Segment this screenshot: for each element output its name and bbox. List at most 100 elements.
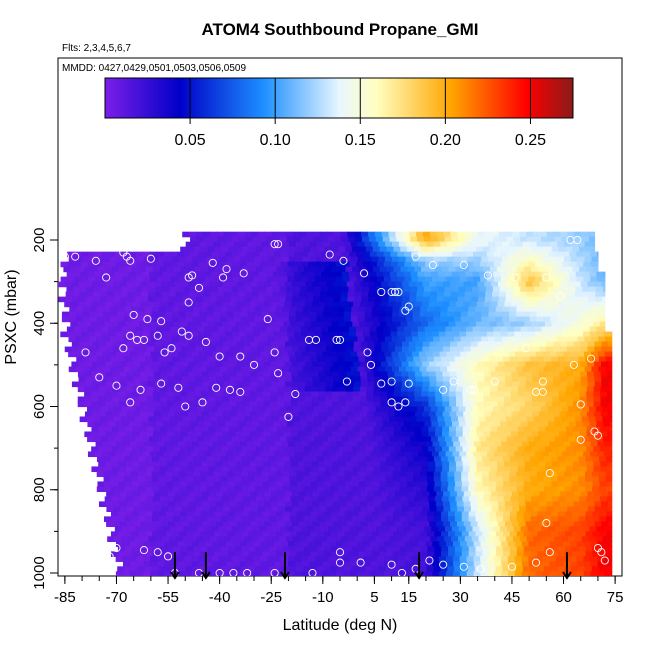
curtain-cell (468, 486, 476, 493)
curtain-cell (379, 321, 388, 328)
curtain-cell (482, 531, 490, 537)
curtain-cell (492, 416, 500, 423)
curtain-cell (376, 261, 385, 268)
curtain-cell (435, 461, 443, 468)
curtain-cell (238, 436, 246, 443)
curtain-cell (412, 256, 421, 263)
curtain-cell (91, 431, 99, 438)
curtain-cell (235, 446, 244, 453)
curtain-cell (153, 396, 161, 403)
curtain-cell (517, 461, 526, 468)
curtain-cell (295, 316, 304, 323)
curtain-cell (407, 466, 416, 473)
curtain-cell (374, 521, 382, 527)
curtain-cell (133, 361, 141, 368)
curtain-cell (423, 291, 431, 298)
curtain-cell (357, 366, 366, 373)
curtain-cell (475, 516, 483, 522)
curtain-cell (328, 326, 336, 333)
curtain-cell (116, 316, 125, 323)
curtain-cell (389, 536, 397, 542)
curtain-cell (91, 466, 99, 473)
curtain-cell (131, 481, 140, 488)
curtain-cell (300, 271, 308, 278)
curtain-cell (476, 426, 485, 433)
curtain-cell (133, 346, 141, 353)
curtain-cell (579, 246, 587, 253)
curtain-cell (307, 331, 316, 338)
curtain-cell (536, 366, 544, 373)
curtain-cell (525, 361, 533, 368)
curtain-cell (442, 466, 450, 473)
curtain-cell (449, 501, 458, 507)
curtain-cell (117, 511, 126, 517)
curtain-cell (565, 481, 573, 488)
curtain-cell (558, 551, 566, 557)
curtain-cell (301, 556, 309, 562)
curtain-cell (262, 511, 270, 517)
curtain-cell (354, 296, 362, 303)
curtain-cell (401, 386, 409, 393)
curtain-cell (436, 341, 444, 348)
curtain-cell (569, 451, 577, 458)
curtain-cell (461, 516, 470, 522)
curtain-cell (209, 381, 217, 388)
curtain-cell (194, 391, 202, 398)
curtain-cell (468, 531, 477, 537)
curtain-cell (440, 256, 448, 263)
curtain-cell (148, 291, 156, 298)
curtain-cell (146, 431, 154, 438)
curtain-cell (390, 261, 399, 268)
curtain-cell (117, 486, 125, 493)
curtain-cell (156, 326, 164, 333)
curtain-cell (226, 316, 235, 323)
curtain-cell (531, 386, 540, 393)
curtain-cell (264, 376, 272, 383)
curtain-cell (525, 341, 534, 348)
curtain-cell (195, 501, 203, 507)
curtain-cell (374, 491, 382, 498)
curtain-cell (469, 401, 478, 408)
curtain-cell (497, 401, 505, 408)
curtain-cell (481, 486, 490, 493)
curtain-cell (435, 431, 443, 438)
curtain-cell (494, 351, 503, 358)
curtain-cell (182, 291, 191, 298)
curtain-cell (506, 526, 515, 532)
curtain-cell (218, 331, 226, 338)
curtain-cell (406, 476, 414, 483)
curtain-cell (499, 406, 508, 413)
curtain-cell (152, 531, 160, 537)
curtain-cell (582, 421, 591, 428)
curtain-cell (588, 231, 596, 238)
curtain-cell (236, 411, 244, 418)
curtain-cell (470, 491, 479, 498)
curtain-cell (548, 421, 556, 428)
curtain-cell (511, 371, 519, 378)
curtain-cell (423, 536, 432, 542)
curtain-cell (255, 531, 263, 537)
curtain-cell (495, 356, 504, 363)
curtain-cell (593, 396, 602, 403)
curtain-cell (415, 346, 423, 353)
curtain-cell (96, 316, 104, 323)
curtain-cell (453, 311, 462, 318)
curtain-cell (388, 231, 397, 238)
curtain-cell (200, 456, 208, 463)
curtain-cell (234, 456, 243, 463)
curtain-cell (243, 381, 252, 388)
curtain-cell (580, 501, 588, 507)
curtain-cell (524, 466, 533, 473)
curtain-cell (205, 441, 214, 448)
curtain-cell (533, 536, 542, 542)
curtain-cell (367, 346, 375, 353)
curtain-cell (186, 516, 195, 522)
curtain-cell (416, 291, 424, 298)
curtain-cell (357, 311, 366, 318)
curtain-cell (126, 301, 134, 308)
curtain-cell (502, 531, 511, 537)
curtain-cell (333, 341, 341, 348)
curtain-cell (553, 341, 561, 348)
curtain-cell (592, 516, 600, 522)
curtain-cell (454, 476, 462, 483)
